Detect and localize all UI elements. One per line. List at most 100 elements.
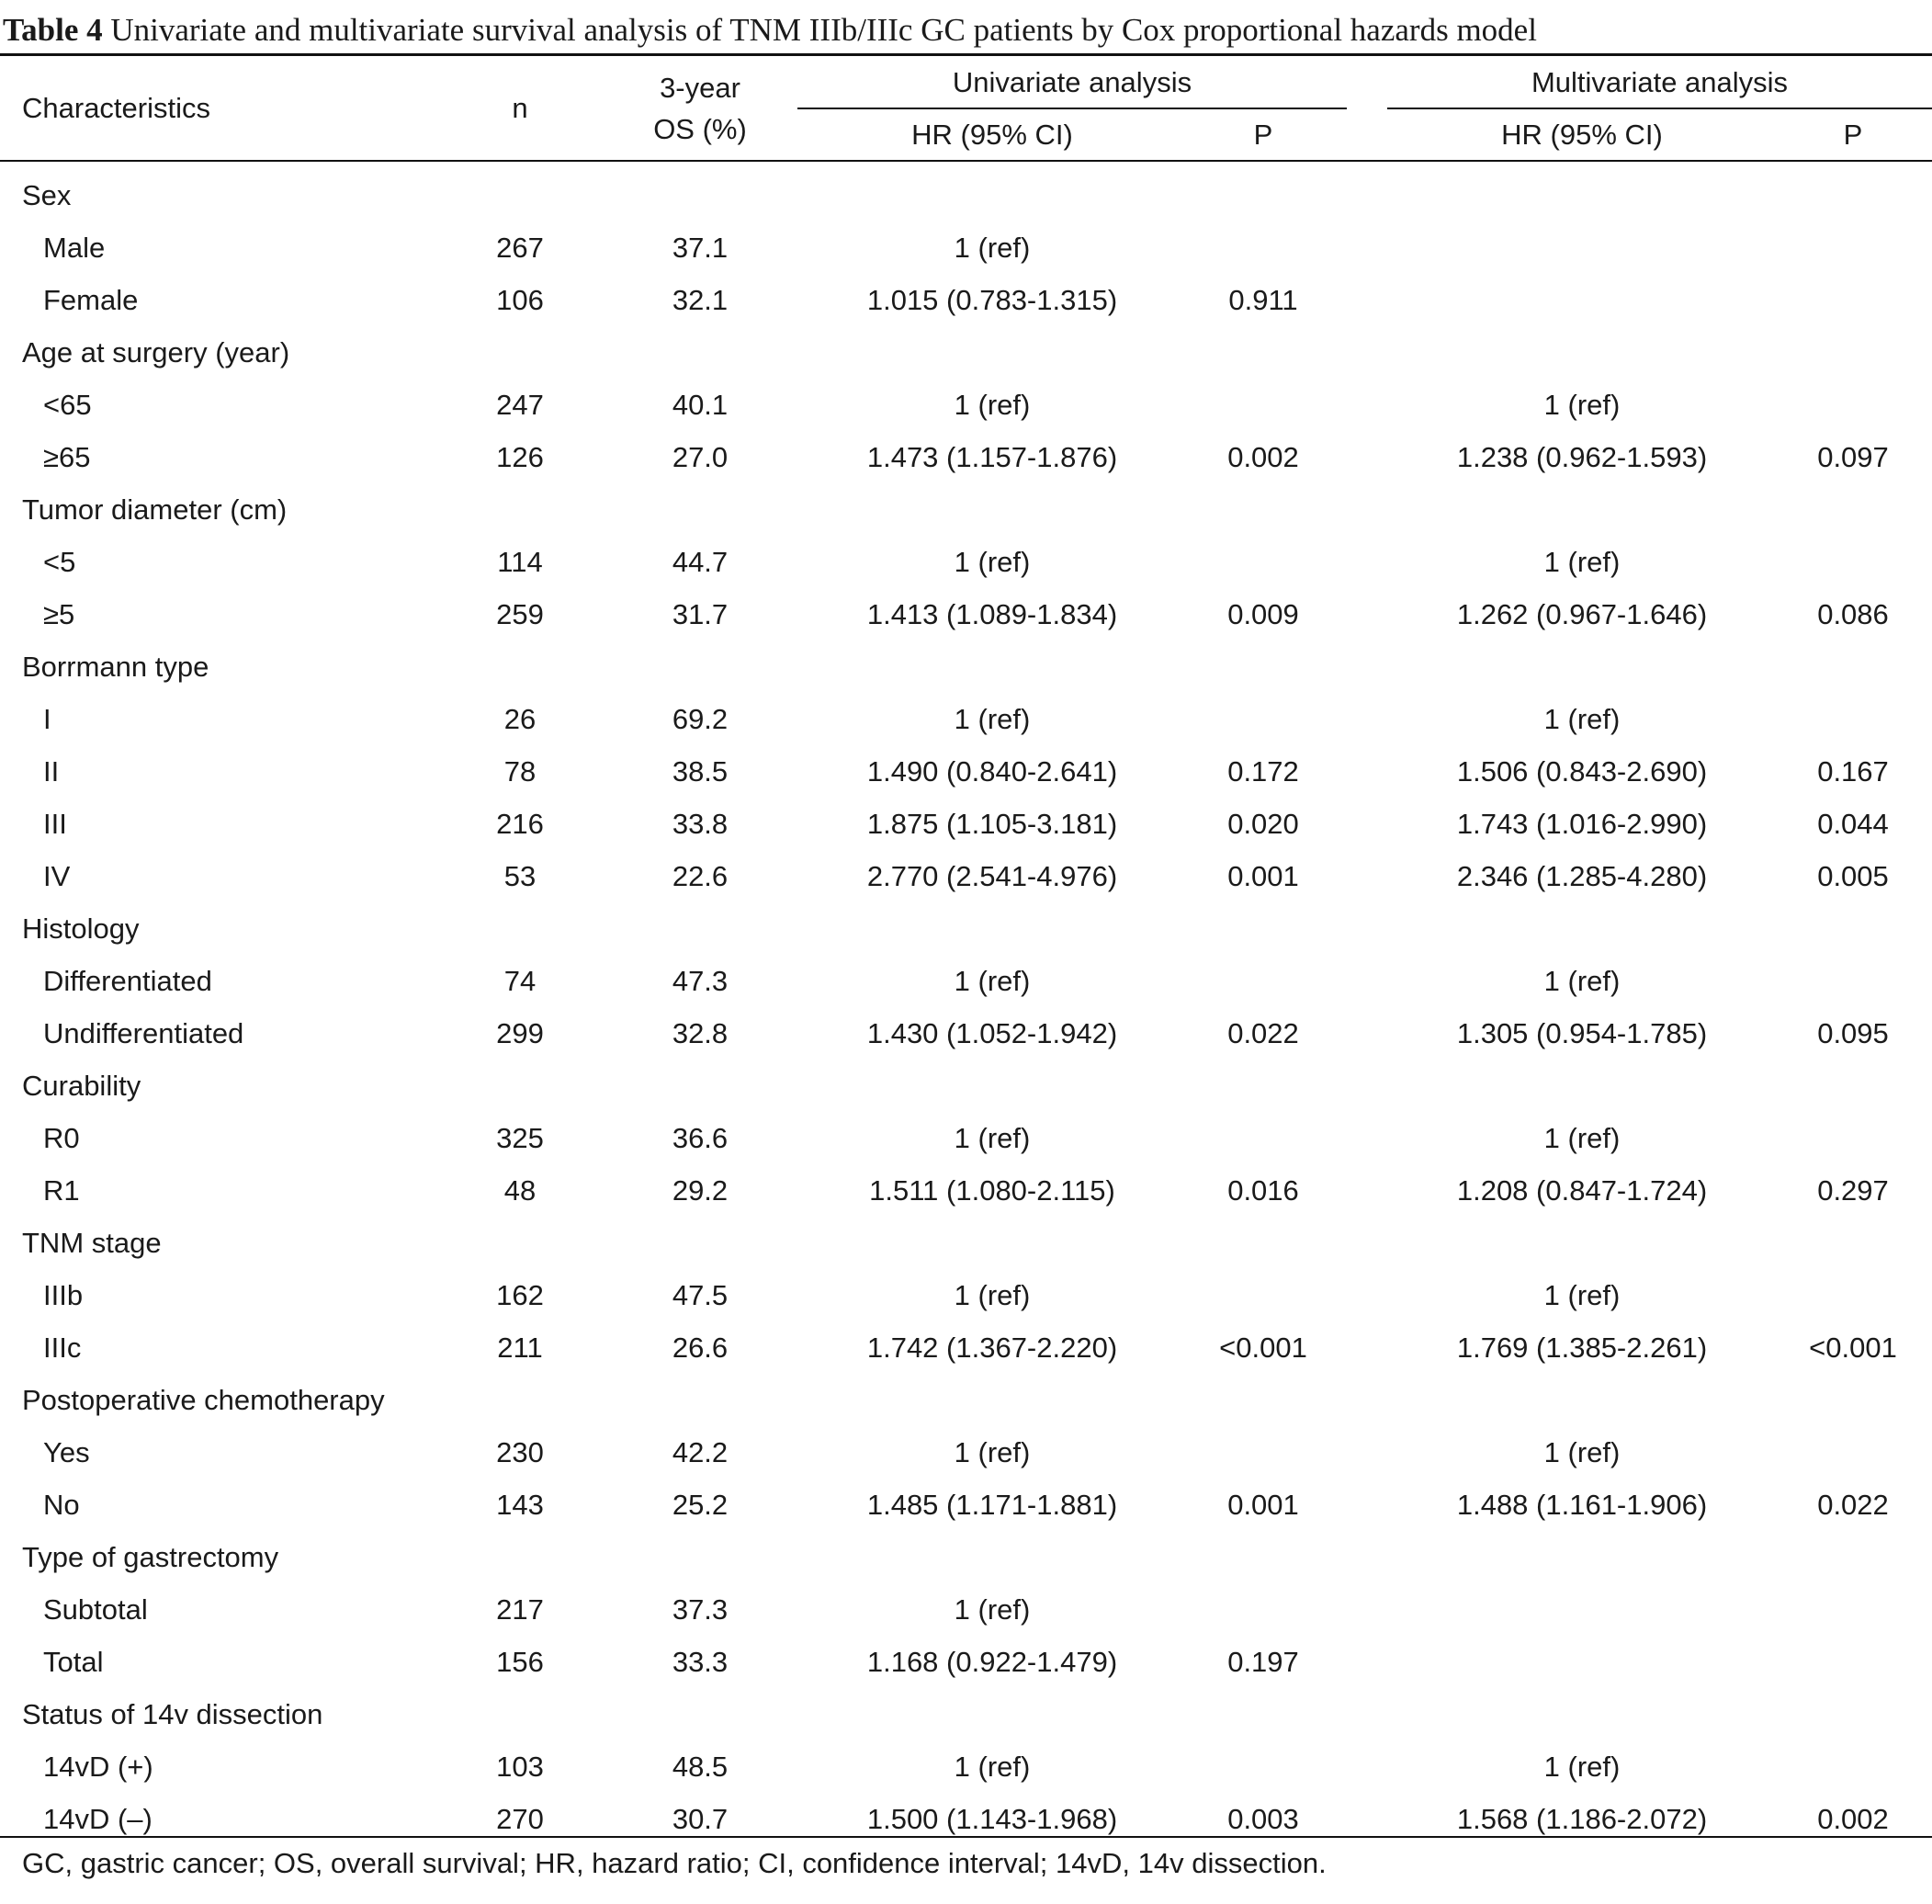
- cell-multi-hr: 1.208 (0.847-1.724): [1456, 1174, 1708, 1207]
- table-row: ≥5 259 31.7 1.413 (1.089-1.834) 0.009 1.262 (…: [0, 588, 1932, 640]
- table-row: I 26 69.2 1 (ref) 1 (ref): [0, 693, 1932, 745]
- cell-multi-hr: 1 (ref): [1543, 546, 1621, 578]
- table-row: 14vD (+) 103 48.5 1 (ref) 1 (ref): [0, 1740, 1932, 1793]
- cell-uni-p: 0.016: [1227, 1174, 1299, 1207]
- cell-uni-p: [1171, 693, 1355, 745]
- group-row: Age at surgery (year): [0, 326, 1932, 379]
- cell-multi-hr: [1398, 221, 1766, 274]
- group-row: Postoperative chemotherapy: [0, 1374, 1932, 1426]
- cell-n: 217: [496, 1593, 544, 1626]
- table-row: Subtotal 217 37.3 1 (ref): [0, 1583, 1932, 1636]
- cell-multi-hr: 1.488 (1.161-1.906): [1456, 1489, 1708, 1521]
- cell-os: 30.7: [672, 1803, 729, 1835]
- cell-os: 69.2: [672, 703, 729, 735]
- group-row: Curability: [0, 1060, 1932, 1112]
- header-os-line1: 3-year: [660, 72, 740, 104]
- cell-n: 156: [496, 1646, 544, 1678]
- cell-multi-hr: 1.506 (0.843-2.690): [1456, 755, 1708, 788]
- header-multi-hr: HR (95% CI): [1501, 119, 1663, 151]
- cell-multi-hr: 2.346 (1.285-4.280): [1456, 860, 1708, 892]
- cell-multi-hr: 1.262 (0.967-1.646): [1456, 598, 1708, 630]
- row-label: I: [43, 703, 51, 735]
- group-label: Tumor diameter (cm): [22, 493, 288, 526]
- row-label: III: [43, 808, 67, 840]
- cell-uni-hr: 1.742 (1.367-2.220): [866, 1332, 1118, 1364]
- cell-n: 162: [496, 1279, 544, 1311]
- table-footnote: GC, gastric cancer; OS, overall survival…: [22, 1847, 1327, 1879]
- cell-n: 299: [496, 1017, 544, 1049]
- group-row: TNM stage: [0, 1217, 1932, 1269]
- cell-os: 42.2: [672, 1436, 729, 1468]
- cell-n: 74: [503, 965, 537, 997]
- cell-uni-hr: 1 (ref): [954, 1122, 1031, 1154]
- cell-uni-p: [1171, 1740, 1355, 1793]
- cell-n: 216: [496, 808, 544, 840]
- group-label: Status of 14v dissection: [22, 1698, 323, 1730]
- cell-os: 32.1: [672, 284, 729, 316]
- row-label: Total: [43, 1646, 104, 1678]
- cell-multi-p: [1761, 221, 1932, 274]
- cell-uni-p: 0.172: [1227, 755, 1299, 788]
- header-multivariate: Multivariate analysis: [1531, 66, 1789, 98]
- group-label: Curability: [22, 1070, 141, 1102]
- cell-uni-hr: 1.875 (1.105-3.181): [866, 808, 1118, 840]
- cell-uni-p: [1171, 1426, 1355, 1479]
- cell-n: 103: [496, 1751, 544, 1783]
- cell-n: 267: [496, 232, 544, 264]
- cell-uni-p: 0.911: [1228, 284, 1298, 316]
- row-label: ≥5: [43, 598, 75, 630]
- table-row: Female 106 32.1 1.015 (0.783-1.315) 0.911: [0, 274, 1932, 326]
- group-row: Tumor diameter (cm): [0, 483, 1932, 536]
- cell-os: 26.6: [672, 1332, 729, 1364]
- cell-uni-hr: 1 (ref): [954, 1279, 1031, 1311]
- cell-multi-p: [1761, 1583, 1932, 1636]
- row-label: Undifferentiated: [43, 1017, 244, 1049]
- table-caption: Table 4 Univariate and multivariate surv…: [3, 7, 1537, 53]
- cell-uni-hr: 1.485 (1.171-1.881): [866, 1489, 1118, 1521]
- table-row: III 216 33.8 1.875 (1.105-3.181) 0.020 1.743 …: [0, 798, 1932, 850]
- row-label: <65: [43, 389, 92, 421]
- cell-n: 247: [496, 389, 544, 421]
- cell-multi-p: 0.002: [1817, 1803, 1889, 1835]
- row-label: IIIc: [43, 1332, 82, 1364]
- cell-multi-hr: 1.743 (1.016-2.990): [1456, 808, 1708, 840]
- cell-multi-p: [1761, 274, 1932, 326]
- table-row: R1 48 29.2 1.511 (1.080-2.115) 0.016 1.208 (0…: [0, 1164, 1932, 1217]
- cell-uni-p: <0.001: [1219, 1332, 1307, 1364]
- cell-multi-p: [1761, 379, 1932, 431]
- cell-uni-hr: 1 (ref): [954, 389, 1031, 421]
- table-title: Univariate and multivariate survival ana…: [110, 12, 1537, 48]
- cell-uni-p: 0.003: [1227, 1803, 1299, 1835]
- cell-os: 38.5: [672, 755, 729, 788]
- cell-os: 33.3: [672, 1646, 729, 1678]
- table-number: Table 4: [3, 12, 103, 48]
- group-label: Type of gastrectomy: [22, 1541, 279, 1573]
- cell-multi-p: [1761, 955, 1932, 1007]
- cell-multi-hr: 1 (ref): [1543, 965, 1621, 997]
- cell-multi-p: 0.097: [1817, 441, 1889, 473]
- cell-os: 31.7: [672, 598, 729, 630]
- cell-uni-hr: 1.490 (0.840-2.641): [866, 755, 1118, 788]
- cell-n: 259: [496, 598, 544, 630]
- cell-uni-hr: 1 (ref): [954, 965, 1031, 997]
- cell-n: 26: [503, 703, 537, 735]
- cell-uni-hr: 1 (ref): [954, 703, 1031, 735]
- row-label: R0: [43, 1122, 80, 1154]
- cell-uni-hr: 1.413 (1.089-1.834): [866, 598, 1118, 630]
- row-label: No: [43, 1489, 80, 1521]
- cell-uni-hr: 1 (ref): [954, 232, 1031, 264]
- cell-os: 37.1: [672, 232, 729, 264]
- cell-multi-hr: [1398, 1583, 1766, 1636]
- row-label: IV: [43, 860, 71, 892]
- cell-n: 230: [496, 1436, 544, 1468]
- cell-uni-p: [1171, 955, 1355, 1007]
- cell-uni-p: 0.001: [1227, 860, 1299, 892]
- table-row: Yes 230 42.2 1 (ref) 1 (ref): [0, 1426, 1932, 1479]
- group-label: Age at surgery (year): [22, 336, 290, 368]
- cell-uni-p: 0.002: [1227, 441, 1299, 473]
- cell-n: 53: [503, 860, 537, 892]
- header-multi-p: P: [1843, 119, 1863, 151]
- row-label: <5: [43, 546, 76, 578]
- cell-multi-p: [1761, 536, 1932, 588]
- cell-multi-hr: [1398, 1636, 1766, 1688]
